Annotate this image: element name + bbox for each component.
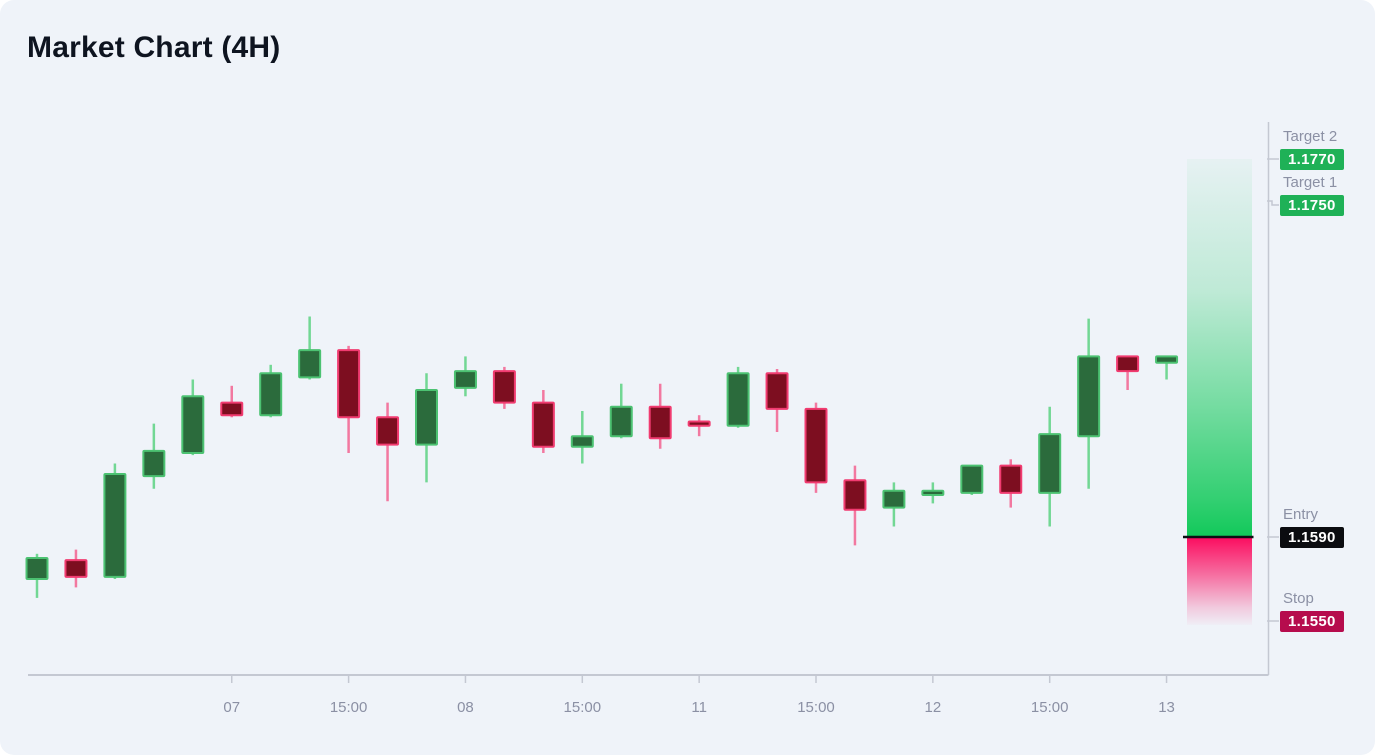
level-entry: Entry 1.1590	[1280, 506, 1344, 548]
candles	[25, 316, 1179, 598]
level-label-entry: Entry	[1283, 505, 1319, 523]
level-label-target-2: Target 2	[1283, 127, 1338, 145]
candle-body	[921, 489, 945, 496]
candle-10-down	[376, 402, 400, 502]
candle-body	[687, 420, 711, 427]
candle-16-up	[609, 383, 633, 439]
level-tick-target1	[1267, 200, 1279, 206]
x-axis-tick-label: 15:00	[564, 699, 602, 716]
candle-4-up	[142, 423, 166, 489]
candle-20-down	[765, 369, 789, 432]
loss-zone-bar	[1187, 537, 1252, 625]
candle-13-down	[492, 366, 516, 409]
candle-24-up	[921, 482, 945, 504]
candle-9-down	[337, 345, 361, 453]
candle-15-up	[570, 411, 594, 464]
level-price-badge-target-2: 1.1770	[1280, 148, 1344, 170]
candle-19-up	[726, 366, 750, 428]
candle-25-up	[960, 464, 984, 495]
candle-1-up	[25, 553, 49, 598]
candle-body	[181, 395, 205, 454]
level-price-badge-entry: 1.1590	[1280, 526, 1344, 548]
candle-26-down	[999, 459, 1023, 508]
page-title: Market Chart (4H)	[27, 31, 281, 64]
candle-14-down	[531, 390, 555, 453]
candle-2-down	[64, 549, 88, 588]
candle-body	[531, 401, 555, 448]
candle-body	[843, 479, 867, 511]
candle-body	[259, 372, 283, 417]
candle-body	[25, 557, 49, 580]
x-axis-tick-label: 12	[925, 699, 942, 716]
candle-11-up	[415, 373, 438, 483]
level-target-1: Target 1 1.1750	[1280, 174, 1344, 216]
candle-body	[298, 349, 322, 379]
candle-body	[103, 473, 127, 578]
candle-body	[1116, 355, 1140, 373]
candle-body	[765, 372, 789, 410]
candle-body	[337, 349, 361, 419]
candle-body	[453, 370, 477, 389]
candle-3-up	[103, 463, 127, 579]
candle-body	[570, 435, 594, 448]
x-axis-tick-label: 07	[223, 699, 240, 716]
x-axis-tick-label: 15:00	[330, 699, 368, 716]
candle-29-down	[1116, 355, 1140, 390]
candle-body	[376, 416, 400, 446]
candle-body	[804, 407, 828, 484]
risk-reward-zone	[1183, 159, 1254, 625]
candle-27-up	[1038, 406, 1062, 527]
candle-18-down	[687, 415, 711, 437]
candle-22-down	[843, 465, 867, 546]
x-axis-tick-label: 15:00	[797, 699, 835, 716]
candle-body	[415, 389, 438, 446]
profit-zone-bar	[1187, 159, 1252, 537]
level-label-target-1: Target 1	[1283, 173, 1338, 191]
candle-body	[960, 464, 984, 494]
candle-body	[726, 372, 750, 427]
candle-body	[220, 401, 244, 417]
x-axis-tick-label: 13	[1158, 699, 1175, 716]
x-axis-tick-label: 15:00	[1031, 699, 1069, 716]
candle-17-down	[648, 383, 672, 449]
candle-body	[609, 405, 633, 438]
level-label-stop: Stop	[1283, 589, 1314, 607]
candle-28-up	[1077, 318, 1101, 489]
candle-12-up	[453, 356, 477, 397]
candle-body	[142, 449, 166, 478]
x-axis-tick-label: 11	[691, 699, 707, 716]
level-price-badge-target-1: 1.1750	[1280, 194, 1344, 216]
candle-5-up	[181, 379, 205, 456]
x-axis-tick-label: 08	[457, 699, 474, 716]
candle-body	[64, 559, 88, 578]
candle-body	[1038, 433, 1062, 494]
candle-30-up	[1155, 355, 1179, 380]
level-price-badge-stop: 1.1550	[1280, 610, 1344, 632]
candle-body	[1155, 355, 1179, 364]
candle-body	[882, 489, 906, 509]
candle-body	[1077, 355, 1101, 438]
level-stop: Stop 1.1550	[1280, 590, 1344, 632]
candle-21-down	[804, 402, 828, 493]
candle-23-up	[882, 482, 906, 527]
candle-body	[999, 464, 1023, 494]
candle-7-up	[259, 364, 283, 418]
candle-8-up	[298, 316, 322, 380]
level-target-2: Target 2 1.1770	[1280, 128, 1344, 170]
candle-body	[492, 370, 516, 404]
candle-6-down	[220, 385, 244, 418]
candle-body	[648, 405, 672, 440]
axes: 07 15:00 08 15:00 11 15:00 12 15:00 13	[28, 122, 1279, 716]
